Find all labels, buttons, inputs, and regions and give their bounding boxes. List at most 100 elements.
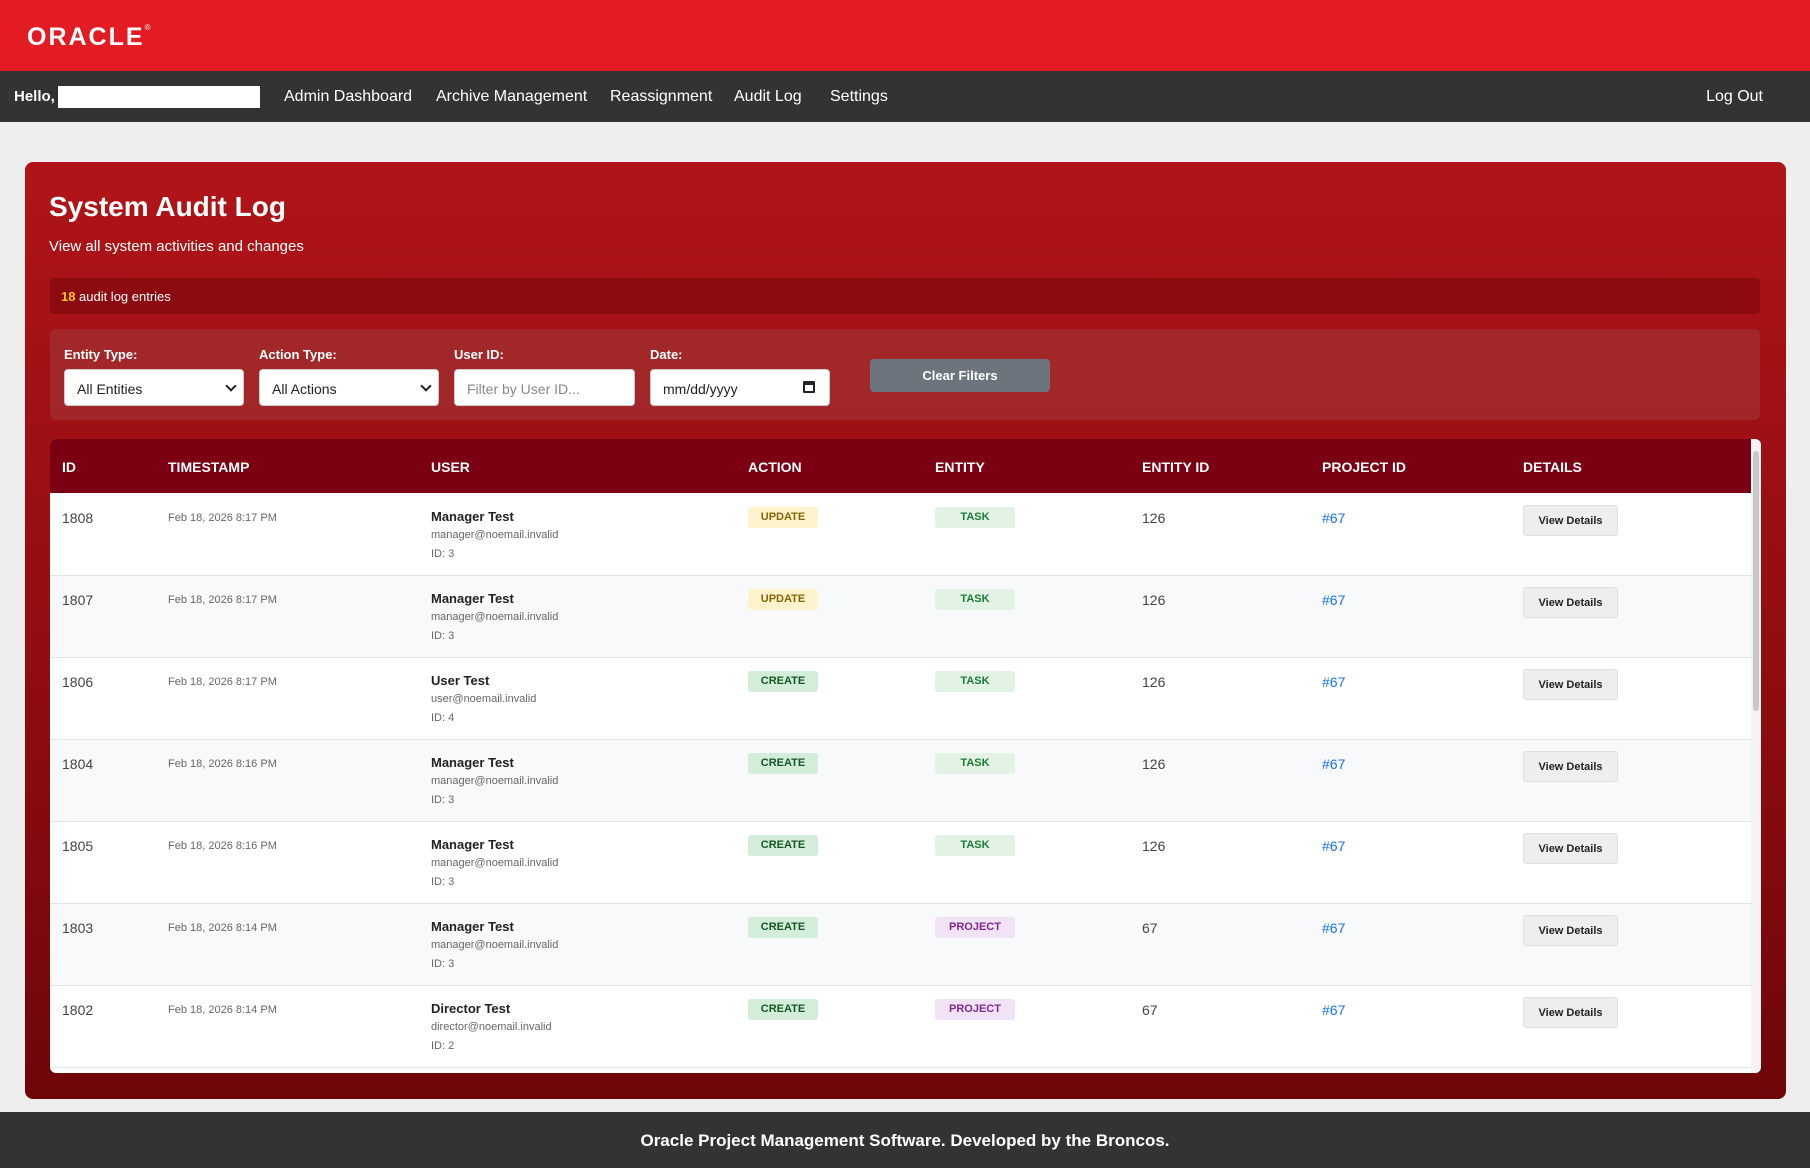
cell-entity-id: 67 (1142, 1002, 1158, 1018)
project-id-link[interactable]: #67 (1322, 510, 1346, 526)
table-row: 1807 Feb 18, 2026 8:17 PM Manager Test mana… (50, 576, 1751, 658)
hello-label: Hello, (14, 88, 55, 105)
table-row: 1806 Feb 18, 2026 8:17 PM User Test user@no… (50, 658, 1751, 740)
cell-id: 1806 (62, 674, 94, 690)
page-title: System Audit Log (49, 191, 286, 222)
table-header: ID TIMESTAMP USER ACTION ENTITY ENTITY I… (50, 439, 1751, 493)
action-type-label: Action Type: (259, 347, 337, 362)
main-nav: Hello, Admin Dashboard Archive Managemen… (0, 71, 1810, 122)
entity-badge: TASK (935, 753, 1015, 774)
cell-timestamp: Feb 18, 2026 8:14 PM (168, 922, 277, 934)
clear-filters-button[interactable]: Clear Filters (870, 359, 1050, 392)
cell-id: 1807 (62, 592, 94, 608)
view-details-button[interactable]: View Details (1523, 669, 1618, 700)
audit-table: ID TIMESTAMP USER ACTION ENTITY ENTITY I… (50, 439, 1761, 1073)
footer-text: Oracle Project Management Software. Deve… (640, 1131, 1170, 1150)
cell-user-name: User Test (431, 673, 490, 688)
entity-type-value: All Entities (77, 381, 143, 397)
user-id-placeholder: Filter by User ID... (467, 381, 580, 397)
entry-count-label: audit log entries (79, 289, 171, 304)
action-badge: CREATE (748, 835, 818, 856)
scroll-thumb[interactable] (1753, 451, 1759, 711)
project-id-link[interactable]: #67 (1322, 1002, 1346, 1018)
cell-user-name: Manager Test (431, 509, 514, 524)
project-id-link[interactable]: #67 (1322, 838, 1346, 854)
col-id: ID (62, 459, 76, 475)
cell-timestamp: Feb 18, 2026 8:17 PM (168, 676, 277, 688)
cell-user-name: Manager Test (431, 591, 514, 606)
cell-user-name: Director Test (431, 1001, 511, 1016)
audit-log-panel: System Audit Log View all system activit… (25, 162, 1786, 1099)
project-id-link[interactable]: #67 (1322, 592, 1346, 608)
cell-entity-id: 126 (1142, 592, 1166, 608)
cell-entity-id: 126 (1142, 756, 1166, 772)
entity-badge: TASK (935, 589, 1015, 610)
col-timestamp: TIMESTAMP (168, 459, 250, 475)
action-badge: CREATE (748, 671, 818, 692)
logo-text: ORACLE (27, 23, 145, 51)
cell-user-email: manager@noemail.invalid (431, 857, 559, 869)
action-badge: CREATE (748, 753, 818, 774)
logout-link[interactable]: Log Out (1706, 88, 1763, 105)
table-scrollbar[interactable] (1751, 439, 1761, 1073)
col-entity-id: ENTITY ID (1142, 459, 1210, 475)
view-details-button[interactable]: View Details (1523, 833, 1618, 864)
view-details-button[interactable]: View Details (1523, 915, 1618, 946)
date-input[interactable]: mm/dd/yyyy (650, 369, 830, 406)
nav-admin-dashboard[interactable]: Admin Dashboard (284, 88, 413, 105)
view-details-button[interactable]: View Details (1523, 587, 1618, 618)
cell-user-id: ID: 3 (431, 548, 455, 560)
chevron-down-icon (420, 380, 432, 392)
cell-id: 1802 (62, 1002, 94, 1018)
nav-audit-log[interactable]: Audit Log (734, 88, 802, 105)
entry-count: 18 (61, 289, 76, 304)
entity-badge: TASK (935, 671, 1015, 692)
nav-archive-management[interactable]: Archive Management (436, 88, 588, 105)
entity-badge: TASK (935, 835, 1015, 856)
entity-type-select[interactable]: All Entities (64, 369, 244, 406)
project-id-link[interactable]: #67 (1322, 756, 1346, 772)
user-id-input[interactable]: Filter by User ID... (454, 369, 635, 406)
cell-entity-id: 126 (1142, 510, 1166, 526)
cell-entity-id: 126 (1142, 838, 1166, 854)
project-id-link[interactable]: #67 (1322, 674, 1346, 690)
view-details-button[interactable]: View Details (1523, 505, 1618, 536)
nav-settings[interactable]: Settings (830, 88, 888, 105)
action-badge: CREATE (748, 999, 818, 1020)
col-user: USER (431, 459, 470, 475)
cell-entity-id: 126 (1142, 674, 1166, 690)
action-type-select[interactable]: All Actions (259, 369, 439, 406)
cell-entity-id: 67 (1142, 920, 1158, 936)
cell-user-id: ID: 2 (431, 1040, 455, 1052)
cell-user-email: manager@noemail.invalid (431, 529, 559, 541)
cell-timestamp: Feb 18, 2026 8:17 PM (168, 512, 277, 524)
cell-timestamp: Feb 18, 2026 8:16 PM (168, 758, 277, 770)
footer: Oracle Project Management Software. Deve… (0, 1112, 1810, 1168)
cell-id: 1808 (62, 510, 94, 526)
cell-user-id: ID: 3 (431, 958, 455, 970)
cell-user-email: user@noemail.invalid (431, 693, 537, 705)
username-redacted (58, 86, 260, 108)
cell-id: 1805 (62, 838, 94, 854)
nav-reassignment[interactable]: Reassignment (610, 88, 713, 105)
action-type-value: All Actions (272, 381, 337, 397)
oracle-logo[interactable]: ORACLE® (27, 23, 151, 51)
cell-user-id: ID: 4 (431, 712, 455, 724)
cell-user-id: ID: 3 (431, 794, 455, 806)
cell-user-email: manager@noemail.invalid (431, 775, 559, 787)
entity-badge: TASK (935, 507, 1015, 528)
calendar-icon[interactable] (803, 381, 815, 393)
cell-user-id: ID: 3 (431, 630, 455, 642)
entity-badge: PROJECT (935, 917, 1015, 938)
view-details-button[interactable]: View Details (1523, 997, 1618, 1028)
cell-timestamp: Feb 18, 2026 8:17 PM (168, 594, 277, 606)
filter-bar: Entity Type: All Entities Action Type: A… (50, 329, 1760, 420)
top-header: ORACLE® (0, 0, 1810, 71)
date-value: mm/dd/yyyy (663, 381, 738, 397)
col-project-id: PROJECT ID (1322, 459, 1407, 475)
chevron-down-icon (225, 380, 237, 392)
view-details-button[interactable]: View Details (1523, 751, 1618, 782)
cell-user-email: manager@noemail.invalid (431, 611, 559, 623)
entity-type-label: Entity Type: (64, 347, 138, 362)
project-id-link[interactable]: #67 (1322, 920, 1346, 936)
